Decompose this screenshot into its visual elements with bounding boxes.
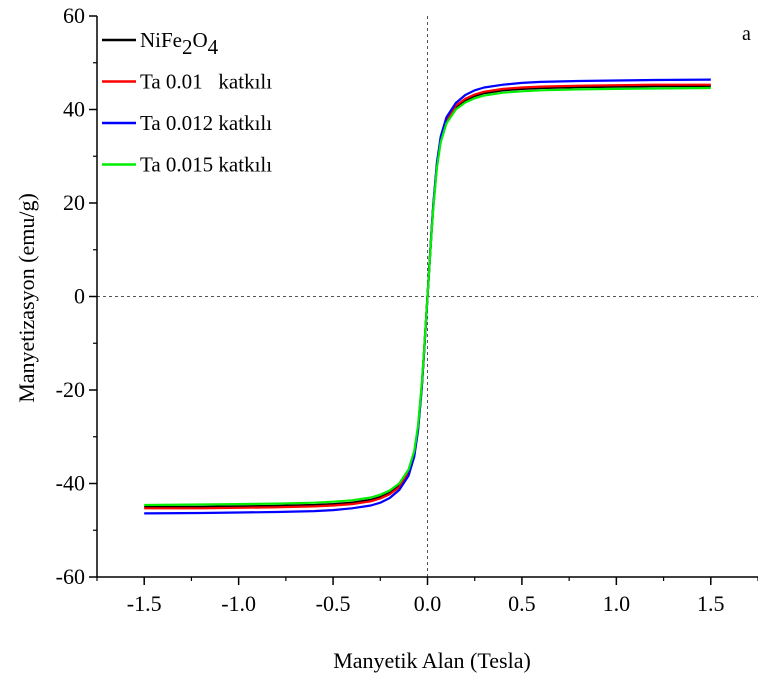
y-tick-label: 60 [63, 3, 85, 28]
legend: NiFe2O4 Ta 0.01 katkılı Ta 0.012 katkılı Ta… [102, 28, 272, 177]
y-tick-label: 20 [63, 190, 85, 215]
legend-label: Ta 0.012 katkılı [140, 111, 272, 135]
panel-label: a [742, 23, 751, 45]
legend-label: NiFe2O4 [140, 28, 219, 59]
tick-marks [89, 15, 758, 585]
y-tick-label: 0 [74, 284, 85, 309]
x-tick-label: -1.5 [127, 591, 162, 616]
y-tick-label: -40 [56, 471, 85, 496]
x-axis-title: Manyetik Alan (Tesla) [333, 648, 531, 673]
legend-label: Ta 0.015 katkılı [140, 153, 272, 177]
x-tick-label: 0.0 [414, 591, 442, 616]
legend-label: Ta 0.01 katkılı [140, 70, 272, 94]
y-tick-label: -20 [56, 377, 85, 402]
x-tick-label: 1.5 [697, 591, 725, 616]
x-tick-label: 0.5 [508, 591, 536, 616]
y-tick-label: -60 [56, 564, 85, 589]
series-layer [144, 78, 711, 515]
x-tick-label: -0.5 [316, 591, 351, 616]
series-line-3 [144, 86, 711, 507]
y-axis-title: Manyetizasyon (emu/g) [14, 193, 39, 403]
x-tick-label: 1.0 [603, 591, 631, 616]
y-tick-label: 40 [63, 97, 85, 122]
x-tick-label: -1.0 [221, 591, 256, 616]
tick-labels: -1.5 -1.0 -0.5 0.0 0.5 1.0 1.5 -60 -40 -20 0 20 40 60 [56, 3, 725, 616]
